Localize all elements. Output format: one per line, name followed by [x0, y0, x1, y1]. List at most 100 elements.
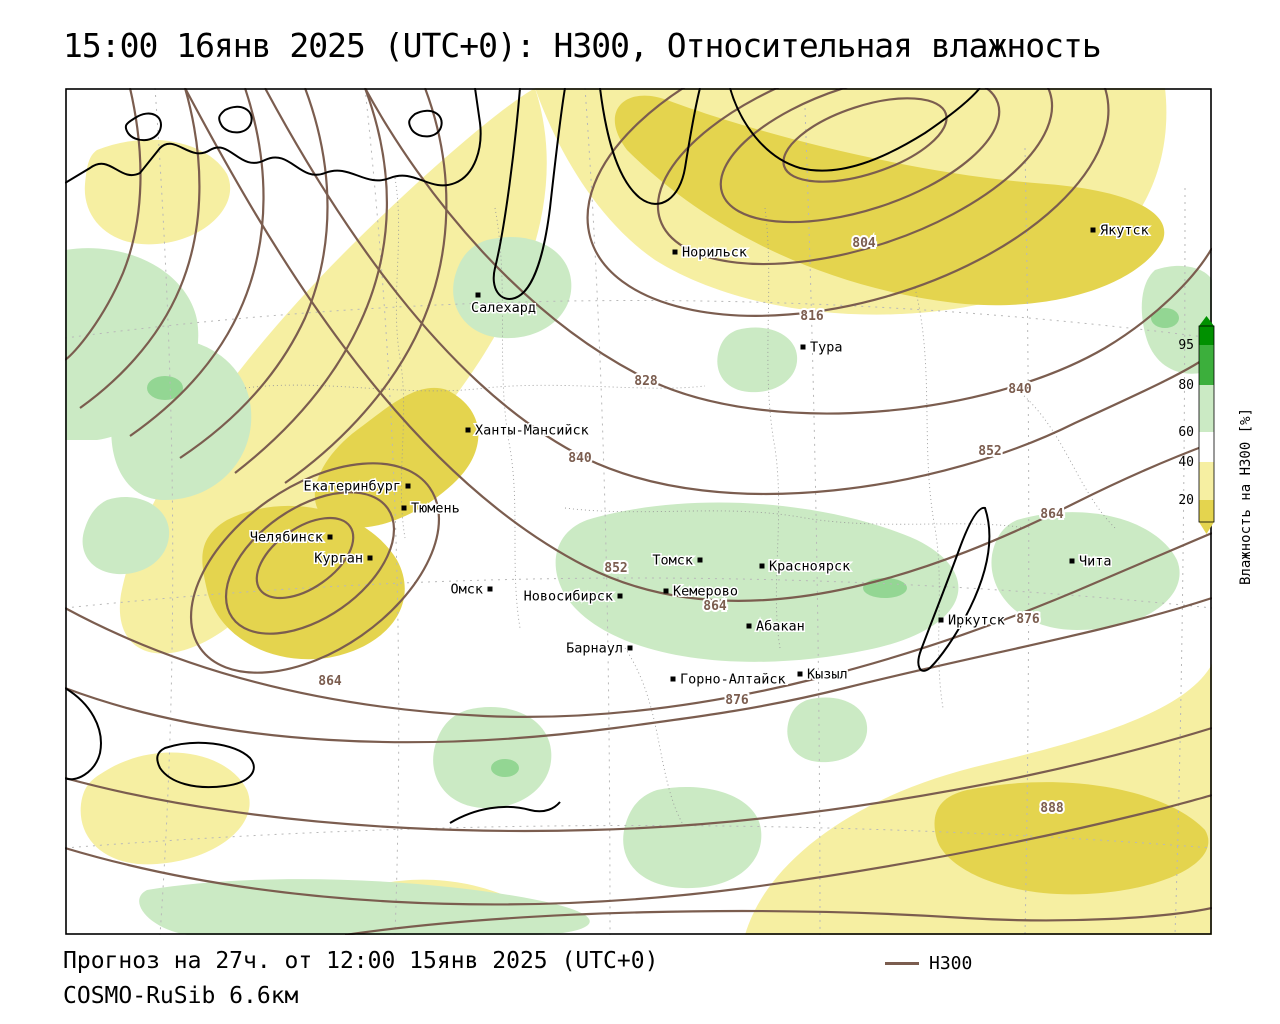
admin-border-line: [764, 207, 781, 649]
admin-border-line: [494, 207, 521, 629]
city-label: Омск: [450, 582, 483, 598]
contour-label: 888: [1040, 801, 1064, 816]
city-marker: [1069, 558, 1075, 564]
contour-line: [189, 462, 441, 674]
city-label: Кемерово: [673, 584, 738, 600]
contour-line: [364, 87, 1213, 415]
contour-label: 840: [1008, 382, 1032, 397]
city-label: Красноярск: [769, 559, 850, 575]
contour-label: 864: [1040, 507, 1064, 522]
contour-label: 852: [978, 444, 1001, 459]
contour-line: [129, 87, 265, 437]
city-label: Горно-Алтайск: [680, 672, 786, 688]
humidity-fill-moist: [555, 502, 959, 662]
ob-gulf-coastline: [492, 87, 566, 300]
humidity-fill-moist: [139, 879, 590, 935]
contour-line: [284, 87, 448, 484]
forecast-info: Прогноз на 27ч. от 12:00 15янв 2025 (UTC…: [63, 948, 659, 974]
humidity-fill-moist: [111, 338, 252, 500]
humidity-fill-region: [80, 752, 250, 865]
admin-border-line: [394, 177, 406, 539]
contour-legend-label: H300: [929, 953, 973, 974]
city-label: Абакан: [756, 619, 805, 635]
island: [124, 112, 162, 142]
city-label: Ханты-Мансийск: [475, 423, 589, 439]
humidity-fill-region: [84, 139, 231, 245]
humidity-fill-very-moist: [147, 376, 183, 400]
city-marker: [617, 593, 623, 599]
admin-border-line: [564, 507, 1026, 529]
contour-label: 864: [703, 599, 727, 614]
humidity-very-dry-regions: [202, 95, 1209, 895]
humidity-fill-very-moist: [491, 759, 519, 777]
colorbar-segment: [1199, 432, 1214, 462]
lake-baikal: [917, 506, 991, 672]
contour-line: [179, 87, 329, 459]
city-label: Норильск: [682, 245, 747, 261]
city-label: Якутск: [1100, 223, 1149, 239]
city-marker: [746, 623, 752, 629]
arctic-coastline: [64, 87, 482, 187]
contour-line: [64, 87, 142, 361]
model-info: COSMO-RuSib 6.6км: [63, 983, 299, 1009]
city-marker: [663, 588, 669, 594]
contour-line: [234, 87, 388, 474]
colorbar-outline: [1198, 325, 1215, 523]
city-marker: [800, 344, 806, 350]
contour-line: [64, 531, 1213, 718]
colorbar-top-arrow: [1199, 316, 1214, 326]
humidity-fill-moist: [787, 697, 868, 763]
colorbar-segment: [1199, 462, 1214, 500]
colorbar-segment: [1199, 345, 1214, 385]
colorbar-segment: [1199, 500, 1214, 522]
graticule-line: [64, 300, 1213, 339]
contour-line: [64, 793, 1213, 906]
colorbar-canvas: 95 80 60 40 20 Влажность на H300 [%]: [1178, 316, 1254, 585]
taymyr-coastline: [729, 87, 981, 172]
graticule-line: [804, 107, 821, 936]
contour-line: [224, 491, 396, 635]
city-marker: [670, 676, 676, 682]
city-label: Иркутск: [948, 613, 1005, 629]
contour-label: 876: [1016, 612, 1040, 627]
graticule-line: [64, 577, 1213, 609]
graticule-line: [584, 87, 611, 936]
colorbar-title: Влажность на H300 [%]: [1238, 408, 1254, 585]
city-label: Новосибирск: [524, 589, 613, 605]
city-label: Челябинск: [250, 530, 323, 546]
colorbar-tick-95: 95: [1178, 338, 1194, 353]
contour-label: 852: [604, 561, 627, 576]
humidity-fill-moist: [433, 707, 552, 809]
city-label: Барнаул: [566, 641, 623, 657]
colorbar: 95 80 60 40 20 Влажность на H300 [%]: [1168, 308, 1278, 608]
lake-zaysan: [449, 801, 561, 824]
lake-balkhash: [156, 741, 255, 789]
colorbar-segment: [1199, 385, 1214, 432]
humidity-fill-very-moist: [1151, 308, 1179, 328]
city-marker: [405, 483, 411, 489]
humidity-fill-moist: [717, 327, 798, 393]
contour-label: 876: [725, 693, 749, 708]
humidity-fill-very-moist: [863, 578, 907, 598]
city-marker: [797, 671, 803, 677]
city-marker: [475, 292, 481, 298]
humidity-fill-core: [202, 505, 405, 660]
colorbar-segment: [1199, 326, 1214, 345]
contour-label: 864: [318, 674, 342, 689]
map-canvas: 804816828840852864864876888840852864876 …: [64, 11, 1213, 937]
weather-map: 804 816 828 840 852 864 864 876 888 840 852 864 876 …: [64, 11, 1213, 937]
humidity-fill-core: [614, 95, 1165, 306]
contour-label: 816: [800, 309, 824, 324]
city-marker: [938, 617, 944, 623]
city-marker: [1090, 227, 1096, 233]
city-marker: [327, 534, 333, 540]
admin-border-line: [624, 647, 686, 829]
humidity-fill-core: [934, 782, 1209, 895]
humidity-fill-moist: [991, 512, 1180, 630]
contour-line: [184, 87, 1213, 602]
cities-layer: Якутск Норильск Салехард Тура Ханты-Мансийск…: [248, 221, 1150, 689]
city-label: Чита: [1079, 554, 1112, 570]
city-marker: [627, 645, 633, 651]
colorbar-tick-20: 20: [1178, 493, 1194, 508]
city-label: Тюмень: [411, 501, 460, 517]
